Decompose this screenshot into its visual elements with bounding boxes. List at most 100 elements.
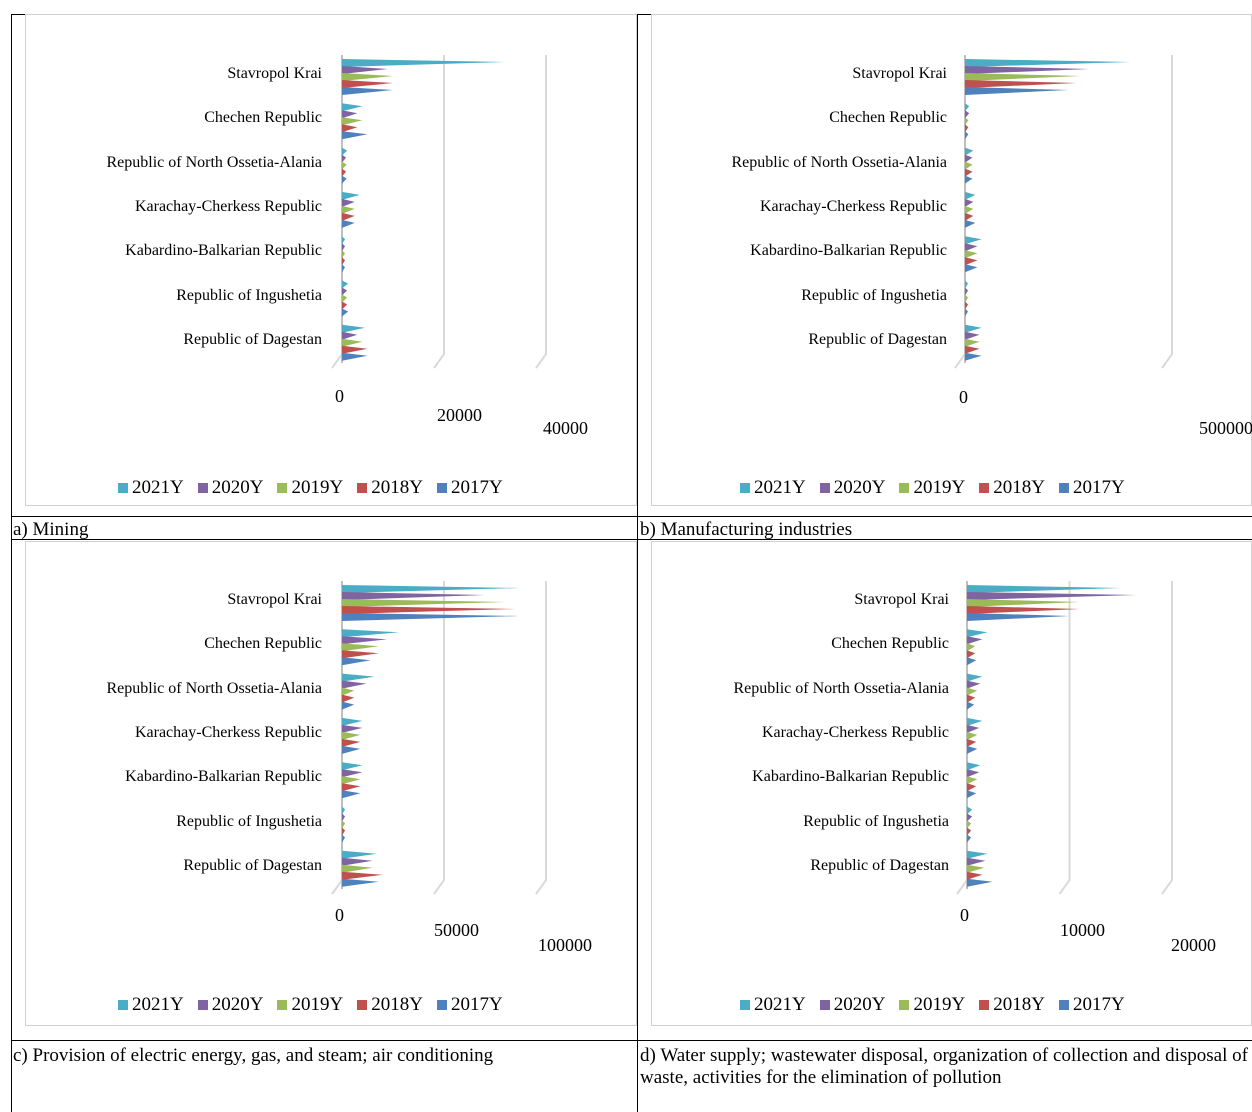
bar-karachay-cherkess-republic-2021y xyxy=(965,192,975,200)
bar-republic-of-ingushetia-2021y xyxy=(342,281,348,289)
bar-kabardino-balkarian-republic-2020y xyxy=(342,243,345,251)
bar-kabardino-balkarian-republic-2018y xyxy=(342,257,345,265)
caption-b: b) Manufacturing industries xyxy=(640,519,852,541)
bar-karachay-cherkess-republic-2019y xyxy=(342,732,360,740)
legend-item-2017y: 2017Y xyxy=(1059,994,1125,1016)
bar-stavropol-krai-2017y xyxy=(342,613,519,621)
bar-karachay-cherkess-republic-2019y xyxy=(965,206,973,214)
category-label: Chechen Republic xyxy=(831,635,949,653)
bar-republic-of-dagestan-2018y xyxy=(342,872,383,880)
legend-item-2017y: 2017Y xyxy=(1059,477,1125,499)
chart-water-supply xyxy=(652,542,1252,1027)
bar-republic-of-north-ossetia-alania-2019y xyxy=(342,162,347,170)
table-divider-row2-caption xyxy=(11,1040,1252,1041)
chart-panel-mining: Stavropol Krai Chechen Republic Republic o… xyxy=(25,14,637,506)
bar-karachay-cherkess-republic-2020y xyxy=(965,199,973,207)
bar-kabardino-balkarian-republic-2017y xyxy=(967,790,976,798)
bar-stavropol-krai-2018y xyxy=(965,80,1077,88)
chart-manufacturing xyxy=(652,15,1252,507)
bar-kabardino-balkarian-republic-2017y xyxy=(965,264,977,272)
bar-republic-of-ingushetia-2019y xyxy=(342,295,347,303)
bar-kabardino-balkarian-republic-2020y xyxy=(965,243,977,251)
bar-stavropol-krai-2020y xyxy=(967,592,1136,600)
bar-chechen-republic-2018y xyxy=(342,650,379,658)
bar-karachay-cherkess-republic-2021y xyxy=(342,192,360,200)
bar-chechen-republic-2018y xyxy=(342,124,357,132)
bar-republic-of-dagestan-2020y xyxy=(967,858,985,866)
legend-swatch xyxy=(899,483,909,493)
bar-chechen-republic-2021y xyxy=(342,103,362,111)
chart-panel-water-supply: Stavropol Krai Chechen Republic Republic o… xyxy=(651,541,1252,1026)
bar-stavropol-krai-2020y xyxy=(965,66,1089,74)
gridline xyxy=(434,581,444,894)
legend-swatch xyxy=(979,1000,989,1010)
legend-item-2018y: 2018Y xyxy=(357,994,423,1016)
legend-swatch xyxy=(1059,483,1069,493)
tick-label: 100000 xyxy=(538,935,592,956)
bar-chechen-republic-2020y xyxy=(342,110,357,118)
bar-kabardino-balkarian-republic-2021y xyxy=(342,762,362,770)
caption-d: d) Water supply; wastewater disposal, or… xyxy=(640,1045,1248,1089)
bar-republic-of-north-ossetia-alania-2020y xyxy=(967,681,980,689)
legend-item-2019y: 2019Y xyxy=(277,994,343,1016)
bar-republic-of-dagestan-2019y xyxy=(342,339,362,347)
legend-label: 2019Y xyxy=(291,994,343,1016)
bar-kabardino-balkarian-republic-2019y xyxy=(965,250,977,258)
bar-stavropol-krai-2018y xyxy=(967,606,1080,614)
legend-item-2019y: 2019Y xyxy=(277,477,343,499)
bar-republic-of-north-ossetia-alania-2018y xyxy=(342,169,346,177)
legend: 2021Y 2020Y 2019Y 2018Y 2017Y xyxy=(118,994,503,1016)
gridline xyxy=(1162,55,1172,368)
legend-label: 2021Y xyxy=(132,994,184,1016)
bar-republic-of-dagestan-2019y xyxy=(342,865,373,873)
bar-stavropol-krai-2020y xyxy=(342,66,388,74)
legend-swatch xyxy=(820,1000,830,1010)
legend-label: 2018Y xyxy=(993,994,1045,1016)
legend-item-2018y: 2018Y xyxy=(979,477,1045,499)
legend-swatch xyxy=(357,1000,367,1010)
bar-karachay-cherkess-republic-2018y xyxy=(967,739,976,747)
legend-swatch xyxy=(118,483,128,493)
bar-republic-of-north-ossetia-alania-2017y xyxy=(342,176,347,184)
table-border-left xyxy=(11,14,12,1112)
bar-kabardino-balkarian-republic-2017y xyxy=(342,790,360,798)
bar-republic-of-north-ossetia-alania-2019y xyxy=(967,688,977,696)
bar-stavropol-krai-2021y xyxy=(967,585,1121,593)
legend-item-2020y: 2020Y xyxy=(198,994,264,1016)
bar-republic-of-north-ossetia-alania-2020y xyxy=(342,155,346,163)
legend-item-2021y: 2021Y xyxy=(740,994,806,1016)
tick-label: 40000 xyxy=(543,418,588,439)
bar-kabardino-balkarian-republic-2021y xyxy=(342,236,345,244)
bar-kabardino-balkarian-republic-2020y xyxy=(342,769,362,777)
gridline xyxy=(1162,581,1172,894)
bar-republic-of-dagestan-2017y xyxy=(342,353,368,361)
bar-karachay-cherkess-republic-2018y xyxy=(342,739,360,747)
legend-label: 2021Y xyxy=(754,477,806,499)
bar-republic-of-north-ossetia-alania-2020y xyxy=(342,681,366,689)
legend-swatch xyxy=(740,483,750,493)
bar-karachay-cherkess-republic-2017y xyxy=(342,220,355,228)
category-label: Republic of Ingushetia xyxy=(803,813,949,831)
bar-stavropol-krai-2017y xyxy=(967,613,1070,621)
legend-swatch xyxy=(198,1000,208,1010)
gridline xyxy=(957,581,967,894)
category-label: Republic of Ingushetia xyxy=(801,287,947,305)
bar-kabardino-balkarian-republic-2018y xyxy=(967,783,976,791)
category-label: Karachay-Cherkess Republic xyxy=(760,198,947,216)
legend-item-2020y: 2020Y xyxy=(820,477,886,499)
gridline xyxy=(955,55,965,368)
bar-republic-of-dagestan-2020y xyxy=(342,858,373,866)
bar-chechen-republic-2019y xyxy=(965,117,968,125)
legend-label: 2017Y xyxy=(451,477,503,499)
legend-swatch xyxy=(277,1000,287,1010)
legend-label: 2020Y xyxy=(834,994,886,1016)
bar-republic-of-north-ossetia-alania-2017y xyxy=(967,702,974,710)
legend-swatch xyxy=(198,483,208,493)
bar-republic-of-dagestan-2018y xyxy=(967,872,982,880)
tick-label: 0 xyxy=(335,905,344,926)
legend-swatch xyxy=(277,483,287,493)
legend-item-2019y: 2019Y xyxy=(899,477,965,499)
category-label: Republic of Dagestan xyxy=(810,857,949,875)
bar-chechen-republic-2021y xyxy=(342,629,399,637)
legend-label: 2020Y xyxy=(834,477,886,499)
